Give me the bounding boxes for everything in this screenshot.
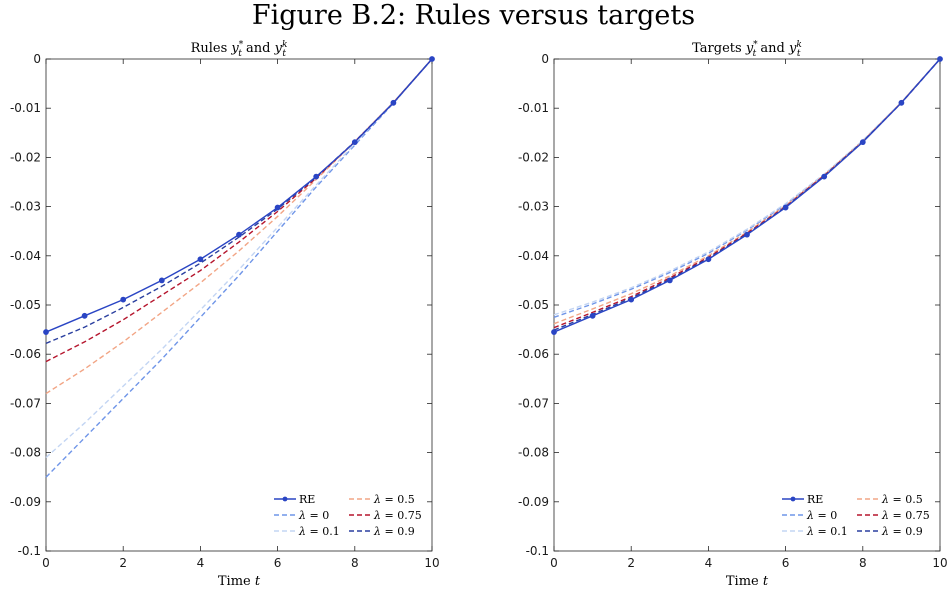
series-line-1: [45, 58, 433, 478]
y-tick-label: 0: [541, 52, 549, 66]
data-point: [744, 231, 750, 238]
panel-title: Rules y* t and yk t: [191, 40, 288, 59]
axes-box: [553, 58, 941, 552]
figure-title: Figure B.2: Rules versus targets: [251, 0, 696, 31]
data-point: [81, 312, 88, 319]
x-axis-label: Time t: [726, 574, 769, 589]
y-tick-label: -0.01: [518, 101, 549, 115]
y-tick-label: -0.02: [10, 150, 41, 164]
data-point: [705, 256, 712, 263]
series-line-0: [45, 58, 433, 333]
x-tick-label: 0: [550, 556, 558, 570]
legend-label-1: λ = 0: [806, 509, 837, 522]
legend-label-2: λ = 0.1: [806, 525, 848, 538]
axes-box: [45, 58, 433, 552]
data-point: [782, 204, 789, 211]
y-tick-label: -0.03: [518, 200, 549, 214]
data-point: [937, 56, 943, 62]
x-tick-label: 2: [119, 556, 127, 570]
x-tick-label: 10: [932, 556, 947, 570]
x-tick-label: 0: [42, 556, 50, 570]
y-tick-label: 0: [33, 52, 41, 66]
data-point: [120, 296, 127, 303]
y-tick-label: -0.07: [10, 396, 41, 410]
legend-label-4: λ = 0.75: [373, 509, 422, 522]
legend-label-2: λ = 0.1: [298, 525, 340, 538]
data-point: [43, 329, 49, 335]
y-tick-label: -0.09: [518, 495, 549, 509]
data-point: [197, 256, 204, 263]
y-tick-label: -0.06: [10, 347, 41, 361]
series-line-5: [553, 58, 941, 331]
y-tick-label: -0.03: [10, 200, 41, 214]
series-line-1: [553, 58, 941, 318]
panel-1: 0 -0.01 -0.02 -0.03 -0.04 -0.05 -0.06 -0.07 -0.0…: [10, 40, 440, 589]
legend-label-0: RE: [807, 493, 823, 506]
x-tick-label: 10: [424, 556, 439, 570]
legend-label-3: λ = 0.5: [881, 493, 923, 506]
data-point: [313, 173, 320, 180]
data-point: [821, 173, 828, 180]
series-line-2: [45, 58, 433, 459]
y-tick-label: -0.08: [518, 446, 549, 460]
data-point: [589, 312, 596, 319]
y-tick-label: -0.1: [18, 544, 41, 558]
series-line-3: [553, 58, 941, 325]
x-tick-label: 2: [627, 556, 635, 570]
legend-label-0: RE: [299, 493, 315, 506]
legend-label-1: λ = 0: [298, 509, 329, 522]
data-point: [236, 231, 242, 238]
series-line-5: [45, 58, 433, 345]
data-point: [666, 277, 673, 284]
x-tick-label: 4: [197, 556, 205, 570]
series-line-3: [45, 58, 433, 395]
data-point: [390, 99, 397, 106]
x-tick-label: 6: [782, 556, 790, 570]
y-tick-label: -0.05: [518, 298, 549, 312]
y-tick-label: -0.04: [10, 249, 41, 263]
legend-label-4: λ = 0.75: [881, 509, 930, 522]
panel-title: Targets y* t and yk t: [692, 40, 802, 59]
data-point: [628, 296, 635, 303]
series-line-4: [45, 58, 433, 363]
legend-marker: [790, 496, 796, 502]
x-axis-label: Time t: [218, 574, 261, 589]
y-tick-label: -0.07: [518, 396, 549, 410]
x-tick-label: 8: [859, 556, 867, 570]
series-line-0: [553, 58, 941, 333]
x-tick-label: 4: [705, 556, 713, 570]
data-point: [158, 277, 165, 284]
legend-marker: [282, 496, 288, 502]
data-point: [551, 329, 557, 335]
legend-label-3: λ = 0.5: [373, 493, 415, 506]
legend-label-5: λ = 0.9: [881, 525, 923, 538]
x-tick-label: 8: [351, 556, 359, 570]
data-point: [859, 139, 866, 146]
y-tick-label: -0.06: [518, 347, 549, 361]
legend-label-5: λ = 0.9: [373, 525, 415, 538]
data-point: [351, 139, 358, 146]
y-tick-label: -0.05: [10, 298, 41, 312]
series-line-4: [553, 58, 941, 329]
y-tick-label: -0.08: [10, 446, 41, 460]
data-point: [429, 56, 435, 62]
series-line-2: [553, 58, 941, 316]
panel-2: 0 -0.01 -0.02 -0.03 -0.04 -0.05 -0.06 -0.07 -0.0…: [518, 40, 947, 589]
y-tick-label: -0.01: [10, 101, 41, 115]
data-point: [274, 204, 281, 211]
data-point: [898, 99, 905, 106]
y-tick-label: -0.04: [518, 249, 549, 263]
y-tick-label: -0.09: [10, 495, 41, 509]
x-tick-label: 6: [274, 556, 282, 570]
y-tick-label: -0.02: [518, 150, 549, 164]
y-tick-label: -0.1: [526, 544, 549, 558]
